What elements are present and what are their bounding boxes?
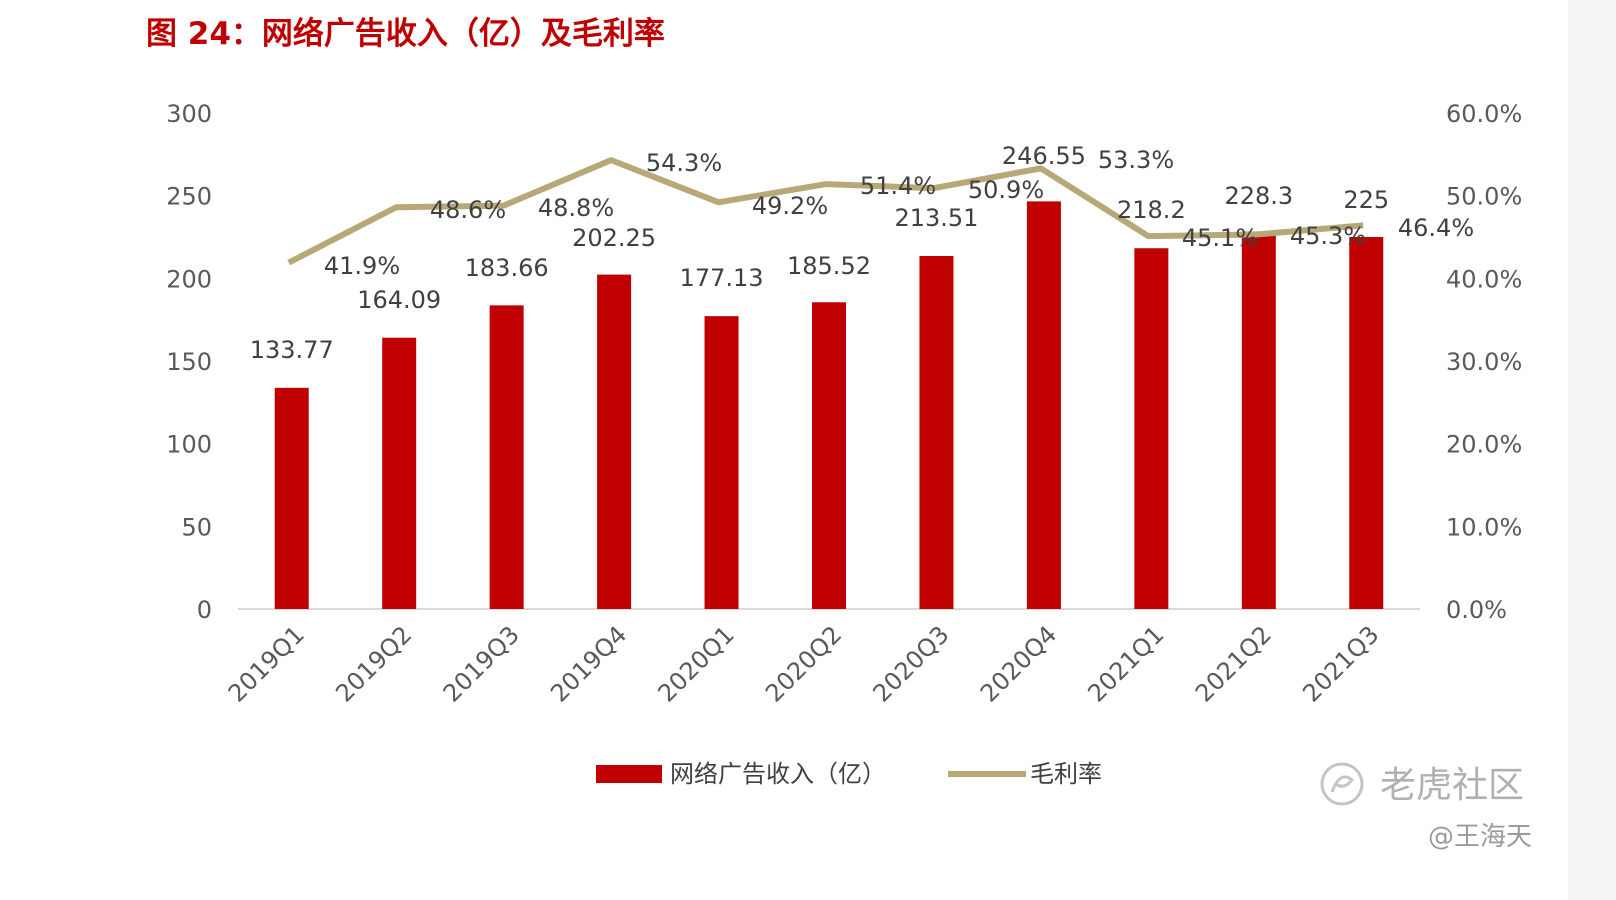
margin-data-label: 51.4% [860, 172, 936, 200]
margin-line [287, 157, 1364, 266]
margin-data-label: 48.8% [538, 194, 614, 222]
right-tick-label: 50.0% [1446, 183, 1522, 211]
x-tick-label: 2021Q3 [1297, 620, 1384, 707]
revenue-data-label: 225 [1343, 186, 1389, 214]
margin-data-label: 53.3% [1098, 146, 1174, 174]
right-axis-ticks: 0.0% 10.0% 20.0% 30.0% 40.0% 50.0% 60.0% [1446, 100, 1522, 624]
revenue-bar [274, 387, 309, 609]
right-tick-label: 40.0% [1446, 265, 1522, 293]
x-tick-label: 2020Q4 [975, 620, 1062, 707]
left-axis-ticks: 0 50 100 150 200 250 300 [166, 100, 212, 624]
right-edge-band [1568, 0, 1616, 900]
legend: 网络广告收入（亿） 毛利率 [596, 760, 1102, 788]
x-tick-label: 2020Q2 [760, 620, 847, 707]
legend-label-margin: 毛利率 [1030, 760, 1102, 788]
x-tick-label: 2021Q2 [1190, 620, 1277, 707]
revenue-data-label: 164.09 [357, 286, 441, 314]
revenue-data-label: 177.13 [680, 264, 764, 292]
revenue-bar [1241, 231, 1276, 609]
revenue-data-label: 246.55 [1002, 142, 1086, 170]
right-tick-label: 20.0% [1446, 431, 1522, 459]
revenue-data-label: 218.2 [1117, 196, 1186, 224]
legend-swatch-revenue [596, 765, 662, 783]
margin-data-label: 48.6% [430, 196, 506, 224]
left-tick-label: 150 [166, 348, 212, 376]
revenue-bar [704, 316, 739, 609]
watermark-logo-swirl [1330, 775, 1355, 793]
margin-data-label: 41.9% [324, 252, 400, 280]
revenue-bar [382, 337, 417, 609]
right-tick-label: 60.0% [1446, 100, 1522, 128]
x-tick-label: 2019Q4 [545, 620, 632, 707]
watermark: 老虎社区 @王海天 [1320, 762, 1532, 852]
revenue-data-labels: 133.77 164.09 183.66 202.25 177.13 185.52 213.… [250, 142, 1389, 364]
x-tick-label: 2019Q2 [330, 620, 417, 707]
revenue-data-label: 228.3 [1224, 182, 1293, 210]
revenue-data-label: 183.66 [465, 254, 549, 282]
revenue-data-label: 213.51 [894, 204, 978, 232]
margin-data-label: 45.1% [1182, 224, 1258, 252]
x-tick-label: 2020Q1 [653, 620, 740, 707]
revenue-bar [1026, 201, 1061, 609]
left-tick-label: 300 [166, 100, 212, 128]
revenue-data-label: 185.52 [787, 252, 871, 280]
margin-data-label: 49.2% [752, 192, 828, 220]
margin-data-label: 46.4% [1398, 214, 1474, 242]
revenue-data-label: 202.25 [572, 224, 656, 252]
chart-title: 图 24：网络广告收入（亿）及毛利率 [146, 16, 665, 52]
right-tick-label: 30.0% [1446, 348, 1522, 376]
x-tick-label: 2020Q3 [868, 620, 955, 707]
watermark-author: @王海天 [1428, 822, 1532, 852]
revenue-bar [1349, 237, 1384, 609]
revenue-bar [812, 302, 846, 609]
left-tick-label: 50 [181, 513, 212, 541]
margin-data-label: 45.3% [1290, 222, 1366, 250]
right-tick-label: 0.0% [1446, 596, 1507, 624]
legend-label-revenue: 网络广告收入（亿） [670, 760, 886, 788]
left-tick-label: 200 [166, 265, 212, 293]
watermark-text: 老虎社区 [1380, 765, 1524, 806]
x-axis-ticks: 2019Q1 2019Q2 2019Q3 2019Q4 2020Q1 2020Q2 2020… [223, 620, 1385, 707]
right-tick-label: 10.0% [1446, 513, 1522, 541]
margin-data-label: 50.9% [968, 176, 1044, 204]
revenue-bar [1134, 248, 1169, 609]
x-tick-label: 2019Q1 [223, 620, 310, 707]
watermark-logo-icon [1320, 762, 1364, 806]
x-tick-label: 2019Q3 [438, 620, 525, 707]
left-tick-label: 0 [197, 596, 212, 624]
revenue-data-label: 133.77 [250, 336, 334, 364]
left-tick-label: 250 [166, 183, 212, 211]
revenue-bar [919, 255, 954, 609]
revenue-bar [597, 274, 632, 609]
margin-line-group [287, 157, 1364, 266]
left-tick-label: 100 [166, 431, 212, 459]
revenue-bar [489, 305, 524, 609]
x-tick-label: 2021Q1 [1082, 620, 1169, 707]
revenue-bars [274, 201, 1384, 609]
margin-data-labels: 41.9% 48.6% 48.8% 54.3% 49.2% 51.4% 50.9% 53.3%… [324, 146, 1474, 280]
margin-data-label: 54.3% [646, 149, 722, 177]
